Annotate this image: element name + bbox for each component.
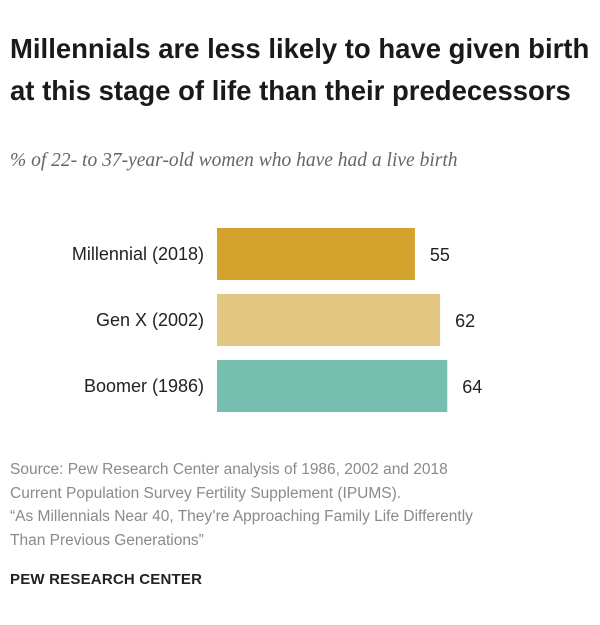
source-line: “As Millennials Near 40, They’re Approac… <box>10 508 473 525</box>
brand-logo-text: PEW RESEARCH CENTER <box>10 571 203 588</box>
category-label: Gen X (2002) <box>96 310 204 330</box>
category-label: Millennial (2018) <box>72 244 204 264</box>
source-line: Than Previous Generations” <box>10 531 204 549</box>
category-label: Boomer (1986) <box>84 376 204 396</box>
source-line: Current Population Survey Fertility Supp… <box>10 484 402 502</box>
value-label: 55 <box>430 245 450 265</box>
source-note: Source: Pew Research Center analysis of … <box>10 458 595 552</box>
bar-chart: Millennial (2018) 55 Gen X (2002) 62 Boomer … <box>72 228 482 412</box>
bar <box>217 294 441 346</box>
bar <box>217 360 448 412</box>
value-label: 62 <box>455 311 475 331</box>
chart-title: Millennials are less likely to have give… <box>10 33 590 106</box>
source-line: Source: Pew Research Center analysis of … <box>10 461 448 478</box>
value-label: 64 <box>462 377 482 397</box>
bar <box>217 228 415 280</box>
chart-subtitle: % of 22- to 37-year-old women who have h… <box>10 150 458 171</box>
